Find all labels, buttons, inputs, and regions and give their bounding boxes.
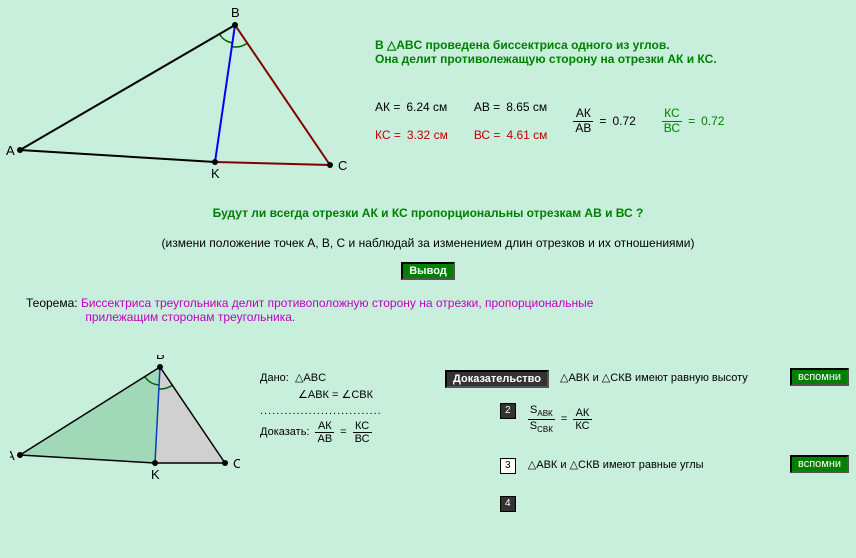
AK-label: АК =: [375, 100, 400, 114]
ratio-KC-BC: КС ВС = 0.72: [662, 107, 725, 134]
ratio1-eq: =: [599, 114, 606, 128]
s2-f2-den: КС: [573, 420, 591, 432]
intro-line2: Она делит противолежащую сторону на отре…: [375, 52, 717, 66]
prove-label: Доказать:: [260, 424, 309, 441]
ratio1-num: АК: [573, 107, 593, 121]
conclusion-button-label: Вывод: [409, 265, 447, 277]
recall-button-1[interactable]: вспомни: [790, 368, 849, 386]
step2-num: 2: [500, 403, 516, 419]
instruction: (измени положение точек А, В, С и наблюд…: [0, 236, 856, 250]
AB-label: АВ =: [474, 100, 500, 114]
proof-step-4: 4: [500, 495, 516, 512]
dano-angles: ∠АВК = ∠СВК: [298, 389, 373, 401]
step3-text: △АВК и △СКВ имеют равные углы: [528, 459, 704, 471]
prove-f1-den: АВ: [315, 433, 334, 445]
s2-f2-num: АК: [573, 407, 591, 420]
KC-value: 3.32 см: [407, 128, 448, 142]
s2-f1-den-sub: СВК: [537, 425, 553, 434]
theorem: Теорема: Биссектриса треугольника делит …: [26, 296, 836, 324]
theorem-body1: Биссектриса треугольника делит противопо…: [81, 296, 593, 310]
step3-num: 3: [500, 458, 516, 474]
proof-button[interactable]: Доказательство: [445, 370, 549, 388]
dano-tri: △ABC: [295, 372, 326, 384]
given-block: Дано: △ABC ∠АВК = ∠СВК .................…: [260, 370, 382, 445]
svg-text:K: K: [211, 166, 220, 181]
svg-text:B: B: [231, 5, 240, 20]
svg-text:B: B: [156, 355, 165, 362]
ratio1-val: 0.72: [612, 114, 635, 128]
ratio2-num: КС: [662, 107, 682, 121]
prove-f2-num: КС: [353, 420, 372, 433]
BC-value: 4.61 см: [506, 128, 547, 142]
triangle-small[interactable]: A B C K: [10, 355, 240, 485]
s2-f1-num-sub: АВК: [537, 409, 552, 418]
KC-label: КС =: [375, 128, 401, 142]
AK-value: 6.24 см: [406, 100, 447, 114]
prove-eq: =: [340, 424, 346, 441]
theorem-prefix: Теорема:: [26, 296, 78, 310]
svg-text:A: A: [10, 448, 15, 463]
KC-measure: КС = 3.32 см: [375, 128, 448, 142]
recall-button-2-label: вспомни: [798, 458, 841, 470]
dano-label: Дано:: [260, 372, 289, 384]
ratio2-den: ВС: [662, 122, 682, 135]
step1-text: △АВК и △СКВ имеют равную высоту: [560, 372, 748, 384]
proof-button-label: Доказательство: [453, 373, 541, 385]
ratio2-val: 0.72: [701, 114, 724, 128]
measurements: АК = 6.24 см КС = 3.32 см АВ = 8.65 см В…: [375, 100, 835, 142]
proof-step-2: 2 SАВК SСВК = АК КС: [500, 403, 592, 435]
prove-f2-den: ВС: [353, 433, 372, 445]
AK-measure: АК = 6.24 см: [375, 100, 448, 114]
recall-button-1-label: вспомни: [798, 371, 841, 383]
dano-divider: ..............................: [260, 403, 382, 420]
BC-measure: ВС = 4.61 см: [474, 128, 548, 142]
svg-text:C: C: [233, 456, 240, 471]
AB-measure: АВ = 8.65 см: [474, 100, 548, 114]
ratio2-eq: =: [688, 114, 695, 128]
proof-step-1: △АВК и △СКВ имеют равную высоту: [560, 371, 748, 384]
ratio-AK-AB: АК АВ = 0.72: [573, 107, 635, 134]
recall-button-2[interactable]: вспомни: [790, 455, 849, 473]
ratio1-den: АВ: [573, 122, 593, 135]
step4-num: 4: [500, 496, 516, 512]
svg-text:A: A: [6, 143, 15, 158]
svg-text:C: C: [338, 158, 347, 173]
question: Будут ли всегда отрезки АК и КС пропорци…: [0, 206, 856, 220]
intro-line1: В △ABC проведена биссектриса одного из у…: [375, 38, 717, 52]
prove-f1-num: АК: [315, 420, 334, 433]
triangle-main[interactable]: A B C K: [0, 5, 350, 185]
intro-text: В △ABC проведена биссектриса одного из у…: [375, 38, 717, 66]
svg-text:K: K: [151, 467, 160, 482]
s2-eq: =: [561, 413, 567, 425]
AB-value: 8.65 см: [506, 100, 547, 114]
theorem-body2: прилежащим сторонам треугольника.: [85, 310, 295, 324]
BC-label: ВС =: [474, 128, 501, 142]
conclusion-button[interactable]: Вывод: [401, 262, 455, 280]
proof-step-3: 3 △АВК и △СКВ имеют равные углы: [500, 458, 704, 474]
